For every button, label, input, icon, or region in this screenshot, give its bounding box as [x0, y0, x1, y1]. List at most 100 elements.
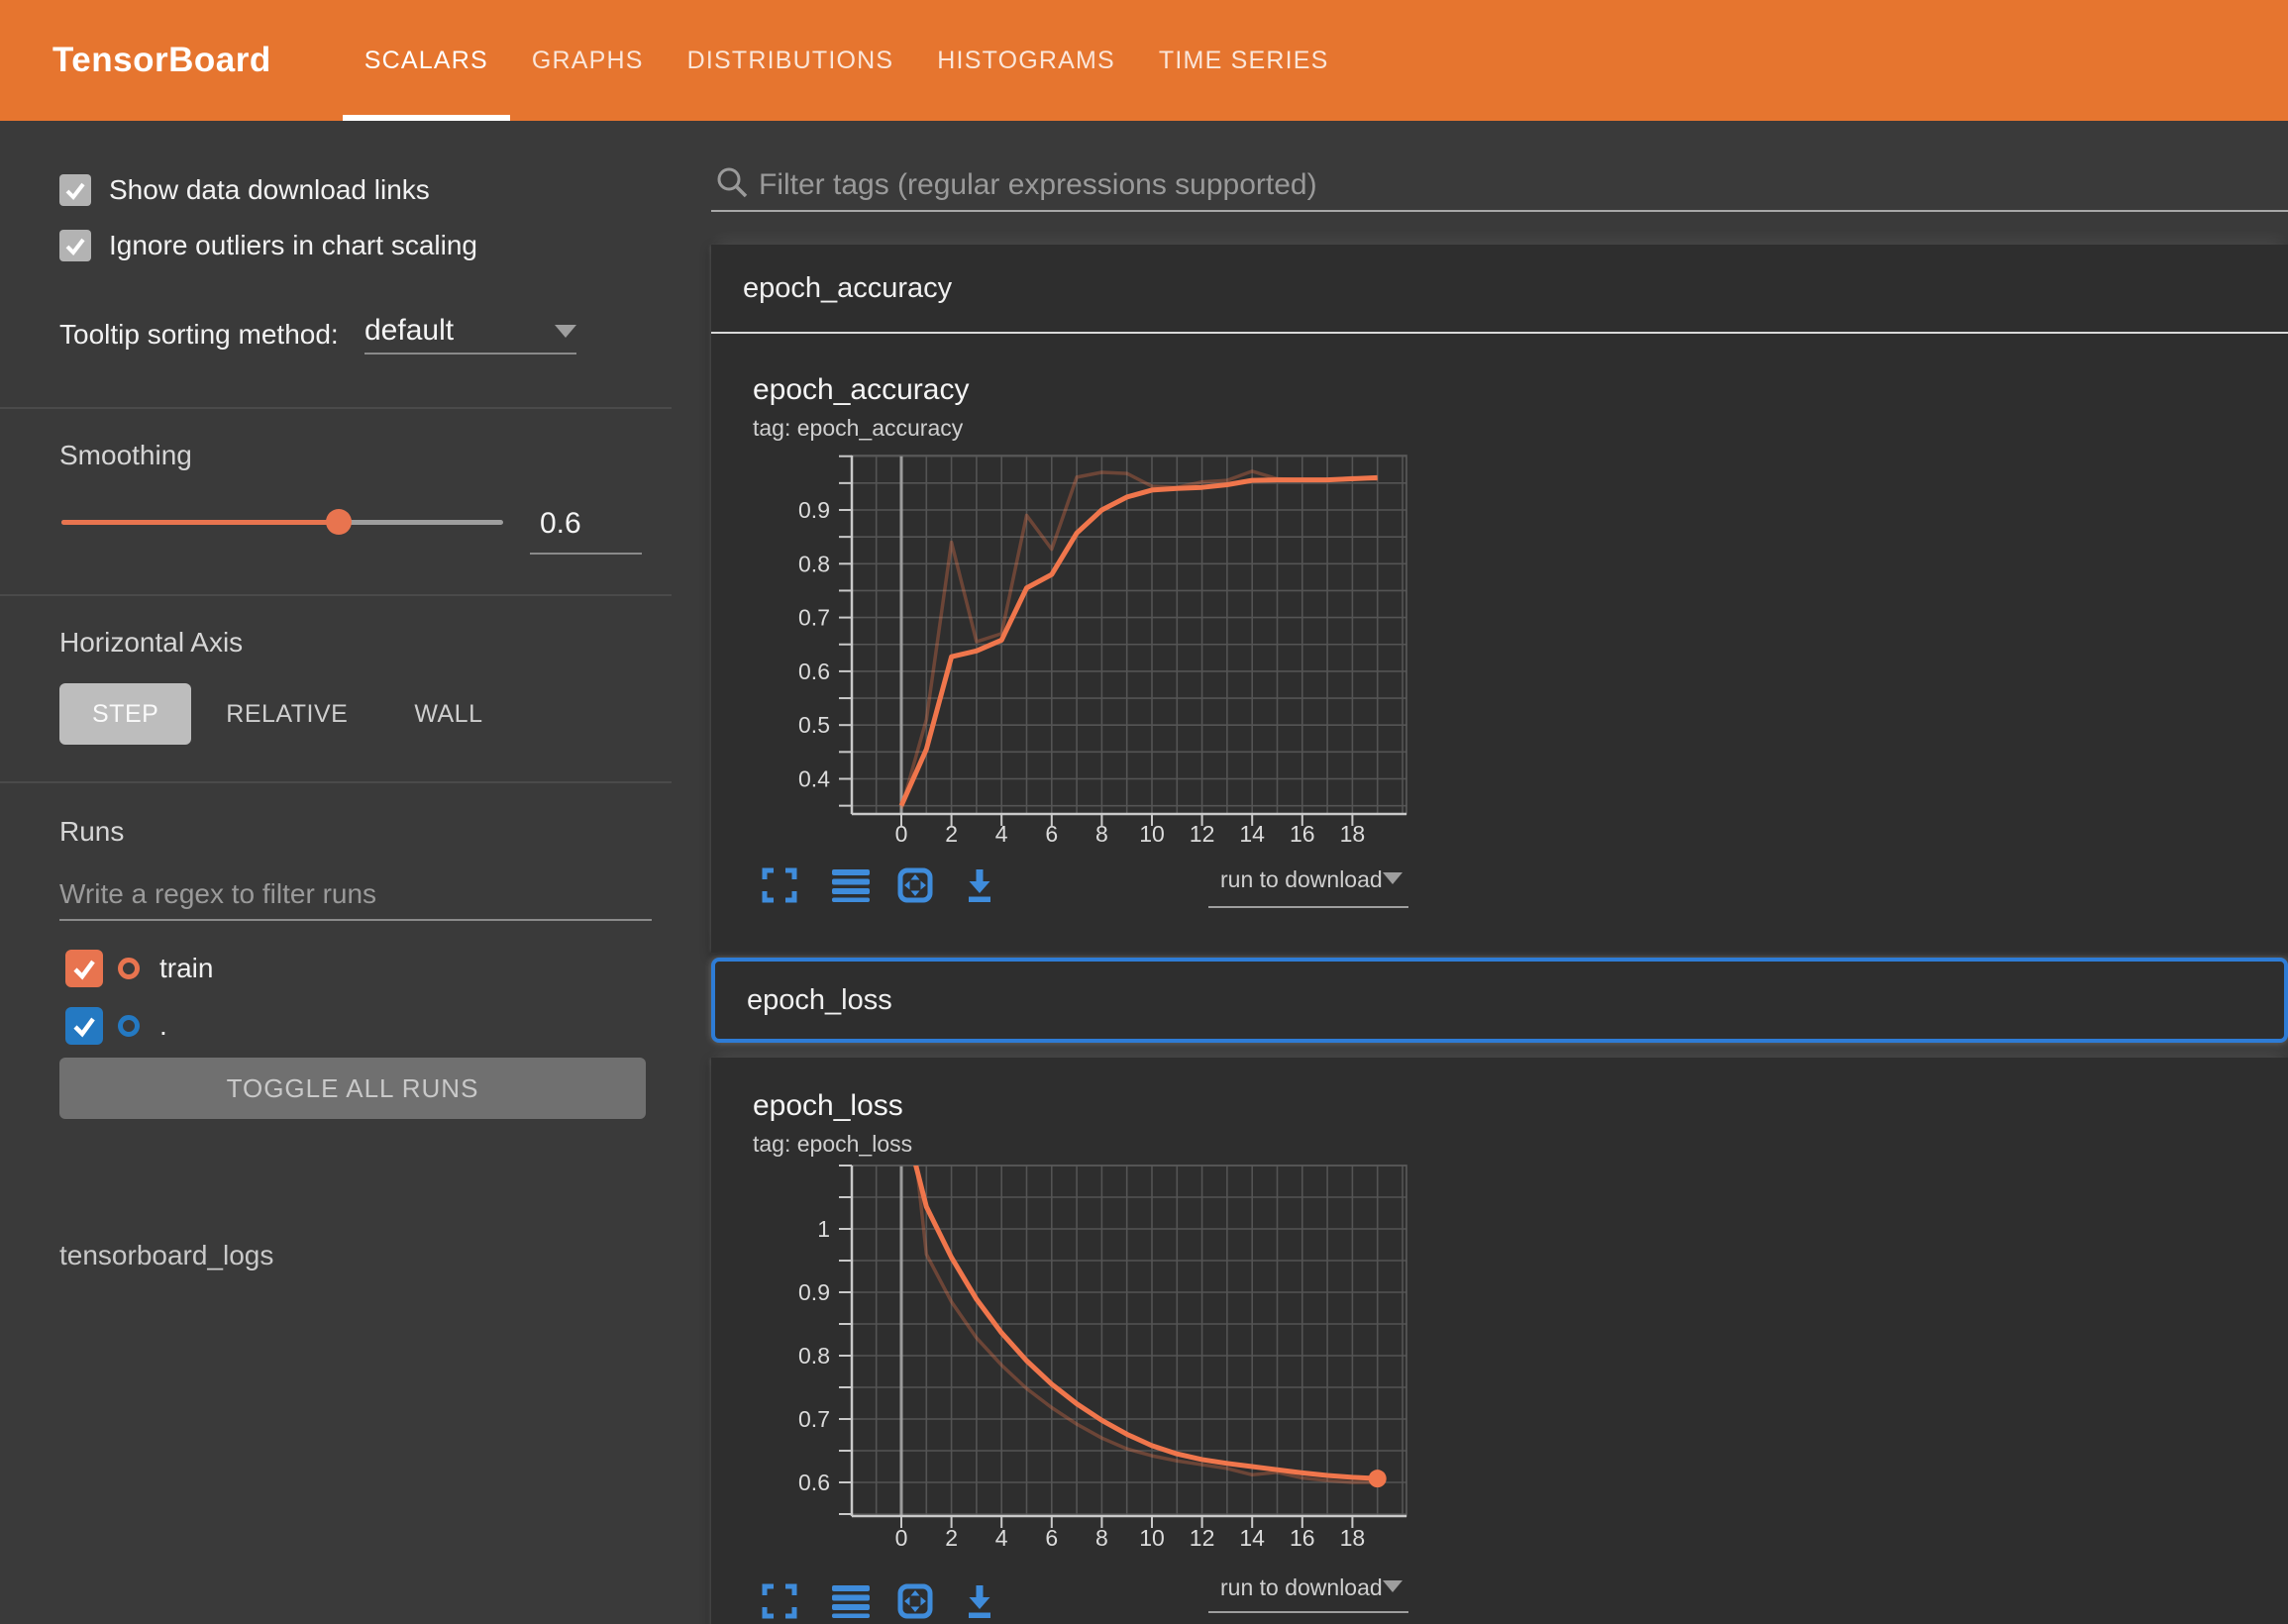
svg-text:0.8: 0.8	[798, 1343, 830, 1369]
run-dot-checkbox[interactable]	[65, 1007, 103, 1045]
fullscreen-icon[interactable]	[761, 866, 798, 904]
slider-fill	[61, 520, 339, 525]
show-download-links-checkbox[interactable]	[59, 174, 91, 206]
scalars-dashboard: epoch_accuracy epoch_accuracy tag: epoch…	[672, 121, 2288, 1624]
section-title: epoch_loss	[747, 984, 892, 1017]
svg-text:0.5: 0.5	[798, 712, 830, 738]
tooltip-sorting-select[interactable]: default	[364, 309, 576, 355]
epoch-accuracy-card: epoch_accuracy epoch_accuracy tag: epoch…	[711, 245, 2288, 953]
svg-text:16: 16	[1290, 821, 1315, 847]
tooltip-sorting-label: Tooltip sorting method:	[59, 319, 339, 351]
axis-mode-step[interactable]: STEP	[59, 683, 191, 745]
run-train-checkbox[interactable]	[65, 950, 103, 987]
settings-sidebar: Show data download links Ignore outliers…	[0, 121, 672, 1624]
svg-text:0.7: 0.7	[798, 605, 830, 631]
tooltip-sorting-value: default	[364, 314, 454, 347]
svg-text:1: 1	[817, 1216, 830, 1242]
svg-text:2: 2	[945, 821, 958, 847]
svg-text:0.6: 0.6	[798, 1470, 830, 1495]
download-icon[interactable]	[961, 866, 998, 904]
svg-text:12: 12	[1190, 821, 1215, 847]
filter-tags-underline	[711, 210, 2288, 212]
epoch-loss-section-header[interactable]: epoch_loss	[711, 958, 2288, 1043]
axis-mode-wall[interactable]: WALL	[414, 700, 482, 729]
smoothing-slider[interactable]	[61, 509, 503, 535]
epoch-accuracy-content: epoch_accuracy tag: epoch_accuracy 0.40.…	[711, 334, 2288, 953]
run-row-train: train	[65, 947, 213, 990]
svg-text:0.9: 0.9	[798, 497, 830, 523]
run-dot-color-swatch	[118, 1015, 140, 1037]
svg-text:18: 18	[1340, 821, 1366, 847]
accuracy-line-chart[interactable]: 0.4 0.5 0.6 0.7 0.8 0.9 0 2 4 6 8 10 12 14 16 18	[736, 448, 1419, 854]
svg-text:4: 4	[995, 821, 1008, 847]
run-to-download-select[interactable]: run to download	[1208, 857, 1408, 908]
tab-graphs[interactable]: GRAPHS	[510, 0, 666, 121]
smoothing-value-box	[530, 507, 642, 555]
ignore-outliers-label: Ignore outliers in chart scaling	[109, 230, 477, 261]
chevron-down-icon	[555, 325, 576, 338]
filter-tags-input[interactable]	[759, 163, 2268, 207]
toggle-all-runs-button[interactable]: TOGGLE ALL RUNS	[59, 1058, 646, 1119]
svg-text:12: 12	[1190, 1525, 1215, 1551]
data-table-icon[interactable]	[832, 866, 870, 904]
app-header: TensorBoard SCALARS GRAPHS DISTRIBUTIONS…	[0, 0, 2288, 121]
run-row-dot: .	[65, 1004, 167, 1048]
run-train-name: train	[159, 953, 213, 984]
run-to-download-select[interactable]: run to download	[1208, 1565, 1408, 1613]
smoothing-value-input[interactable]	[530, 507, 642, 541]
svg-text:14: 14	[1239, 821, 1265, 847]
svg-text:0.8: 0.8	[798, 551, 830, 576]
sidebar-divider	[0, 781, 672, 783]
tab-distributions[interactable]: DISTRIBUTIONS	[666, 0, 916, 121]
svg-text:16: 16	[1290, 1525, 1315, 1551]
svg-text:0: 0	[895, 821, 908, 847]
chart-tag: tag: epoch_loss	[753, 1131, 912, 1158]
horizontal-axis-modes: STEP RELATIVE WALL	[59, 683, 482, 745]
horizontal-axis-label: Horizontal Axis	[59, 627, 243, 659]
chart-tag: tag: epoch_accuracy	[753, 415, 963, 442]
slider-thumb[interactable]	[326, 509, 352, 535]
svg-text:18: 18	[1340, 1525, 1366, 1551]
svg-text:8: 8	[1095, 821, 1108, 847]
fit-domain-icon[interactable]	[896, 1582, 934, 1620]
data-table-icon[interactable]	[832, 1582, 870, 1620]
svg-text:10: 10	[1139, 1525, 1165, 1551]
svg-text:0.9: 0.9	[798, 1279, 830, 1305]
runs-label: Runs	[59, 816, 124, 848]
nav-tabs: SCALARS GRAPHS DISTRIBUTIONS HISTOGRAMS …	[343, 0, 1351, 121]
tab-time-series[interactable]: TIME SERIES	[1137, 0, 1351, 121]
epoch-loss-content: epoch_loss tag: epoch_loss 0.60.70.80.91…	[711, 1058, 2288, 1624]
check-icon	[63, 234, 87, 257]
svg-text:0.4: 0.4	[798, 766, 830, 792]
smoothing-label: Smoothing	[59, 440, 192, 471]
fullscreen-icon[interactable]	[761, 1582, 798, 1620]
svg-text:4: 4	[995, 1525, 1008, 1551]
fit-domain-icon[interactable]	[896, 866, 934, 904]
epoch-accuracy-section-header[interactable]: epoch_accuracy	[711, 245, 2288, 332]
svg-text:6: 6	[1045, 1525, 1058, 1551]
chart-title: epoch_accuracy	[753, 373, 969, 407]
tab-scalars[interactable]: SCALARS	[343, 0, 510, 121]
run-dot-name: .	[159, 1010, 167, 1042]
show-download-links-label: Show data download links	[109, 174, 430, 206]
show-download-links-row: Show data download links	[59, 168, 430, 212]
svg-text:0.6: 0.6	[798, 659, 830, 684]
runs-regex-input[interactable]	[59, 868, 652, 919]
svg-text:14: 14	[1239, 1525, 1265, 1551]
chevron-down-icon	[1383, 1580, 1403, 1592]
svg-text:0.7: 0.7	[798, 1406, 830, 1432]
svg-text:8: 8	[1095, 1525, 1108, 1551]
epoch-loss-card: epoch_loss tag: epoch_loss 0.60.70.80.91…	[711, 1058, 2288, 1624]
download-icon[interactable]	[961, 1582, 998, 1620]
runs-regex-field	[59, 868, 652, 921]
sidebar-divider	[0, 594, 672, 596]
axis-mode-relative[interactable]: RELATIVE	[226, 700, 348, 729]
section-title: epoch_accuracy	[743, 272, 952, 305]
loss-line-chart[interactable]: 0.60.70.80.91024681012141618	[736, 1158, 1419, 1573]
svg-text:10: 10	[1139, 821, 1165, 847]
check-icon	[63, 178, 87, 202]
ignore-outliers-checkbox[interactable]	[59, 230, 91, 261]
sidebar-divider	[0, 407, 672, 409]
tab-histograms[interactable]: HISTOGRAMS	[915, 0, 1137, 121]
svg-text:6: 6	[1045, 821, 1058, 847]
